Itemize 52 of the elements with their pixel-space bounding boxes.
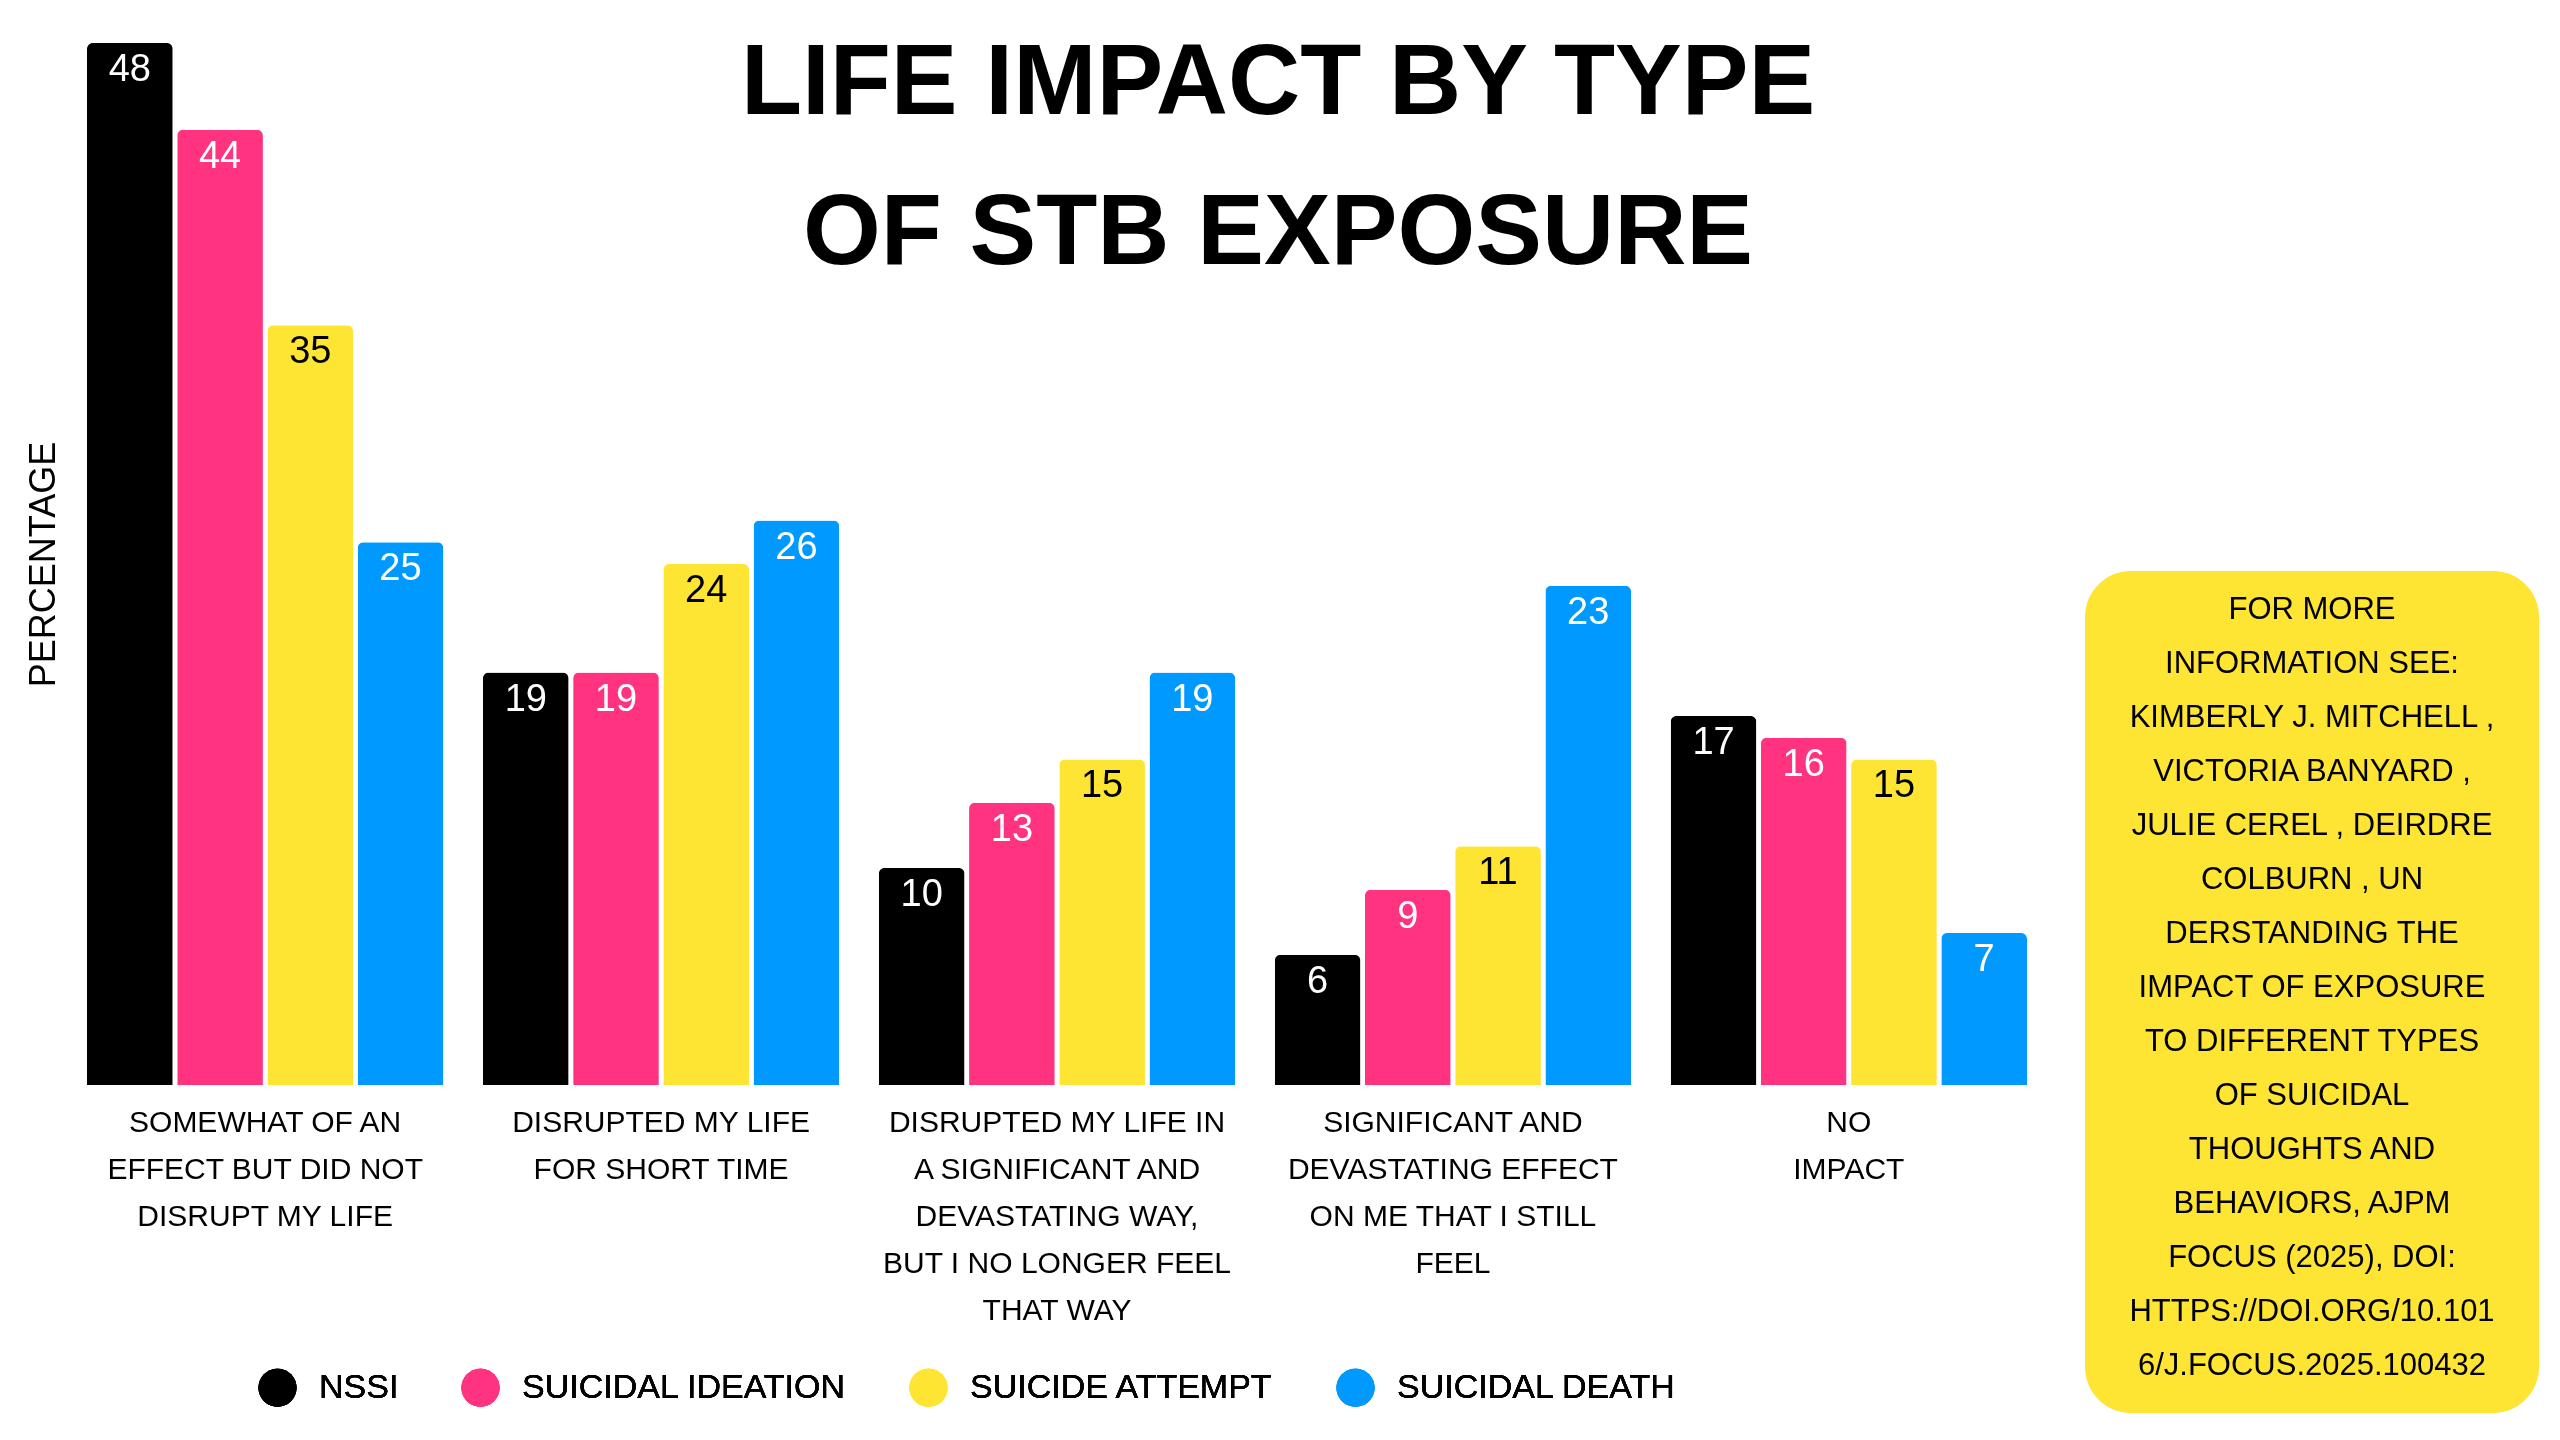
bar bbox=[1149, 672, 1236, 1085]
bar bbox=[357, 542, 444, 1085]
data-label: 19 bbox=[1171, 676, 1214, 719]
data-label: 23 bbox=[1567, 589, 1610, 632]
data-label: 10 bbox=[900, 871, 943, 914]
text: LIFE IMPACT BY TYPE OF STB EXPOSURE bbox=[740, 23, 1816, 285]
data-label: 13 bbox=[990, 806, 1034, 849]
legend-label: SUICIDE ATTEMPT bbox=[970, 1366, 1272, 1405]
data-label: 16 bbox=[1782, 741, 1825, 784]
data-label: 6 bbox=[1307, 958, 1329, 1001]
bar bbox=[1670, 715, 1757, 1085]
x-tick-label: DISRUPTED MY LIFE FOR SHORT TIME bbox=[512, 1104, 810, 1185]
legend-label: SUICIDAL DEATH bbox=[1397, 1366, 1675, 1405]
legend-label: SUICIDAL IDEATION bbox=[522, 1366, 846, 1405]
data-label: 24 bbox=[685, 568, 728, 610]
data-label: 15 bbox=[1080, 763, 1124, 806]
bar bbox=[1545, 585, 1632, 1085]
data-label: 19 bbox=[504, 676, 547, 719]
data-label: 44 bbox=[198, 133, 242, 176]
data-label: 48 bbox=[108, 47, 151, 89]
bar bbox=[1364, 889, 1451, 1085]
bar bbox=[267, 325, 354, 1085]
legend-label: NSSI bbox=[319, 1366, 399, 1405]
bar bbox=[878, 867, 965, 1085]
bar bbox=[177, 129, 263, 1085]
bar bbox=[482, 672, 569, 1085]
x-tick-label: DISRUPTED MY LIFE IN A SIGNIFICANT AND DEVASTATING WAY, BUT I NO LONGER FEEL THAT WAY bbox=[883, 1104, 1231, 1326]
y-axis-title: PERCENTAGE bbox=[21, 441, 63, 688]
data-label: 35 bbox=[289, 329, 332, 372]
x-tick-label: NO IMPACT bbox=[1793, 1104, 1905, 1185]
data-label: 11 bbox=[1478, 850, 1518, 893]
data-label: 9 bbox=[1397, 893, 1419, 936]
data-label: 25 bbox=[379, 546, 422, 589]
data-label: 19 bbox=[594, 676, 638, 719]
bar bbox=[753, 520, 840, 1085]
bar bbox=[969, 802, 1055, 1085]
bar bbox=[1851, 759, 1937, 1085]
data-label: 26 bbox=[775, 524, 818, 567]
bar bbox=[1455, 846, 1541, 1085]
bar bbox=[87, 43, 173, 1085]
text: FOR MORE INFORMATION SEE: KIMBERLY J. MITCHELL , VICTORIA BANYARD , JULIE CEREL , DEIRDRE COLBURN , UN DERSTANDING THE IMPACT OF EXPOSURE TO DIFFERENT TYPES OF SUICIDAL THOUGHTS AND BEHAVIORS, AJPM FOCUS (2025), DOI: HTTPS://DOI.ORG/10.101 6/J.FOCUS.2025.100432 bbox=[2129, 591, 2495, 1382]
x-tick-label: SIGNIFICANT AND DEVASTATING EFFECT ON ME THAT I STILL FEEL bbox=[1287, 1104, 1618, 1279]
data-label: 7 bbox=[1973, 937, 1995, 980]
data-label: 17 bbox=[1692, 719, 1735, 762]
data-label: 15 bbox=[1872, 763, 1916, 806]
bar bbox=[1941, 933, 2027, 1085]
bar bbox=[1274, 954, 1361, 1085]
bar bbox=[1760, 737, 1847, 1085]
bar bbox=[663, 564, 750, 1085]
bar bbox=[573, 672, 659, 1085]
bar bbox=[1059, 759, 1145, 1085]
x-tick-label: SOMEWHAT OF AN EFFECT BUT DID NOT DISRUPT MY LIFE bbox=[107, 1104, 423, 1232]
